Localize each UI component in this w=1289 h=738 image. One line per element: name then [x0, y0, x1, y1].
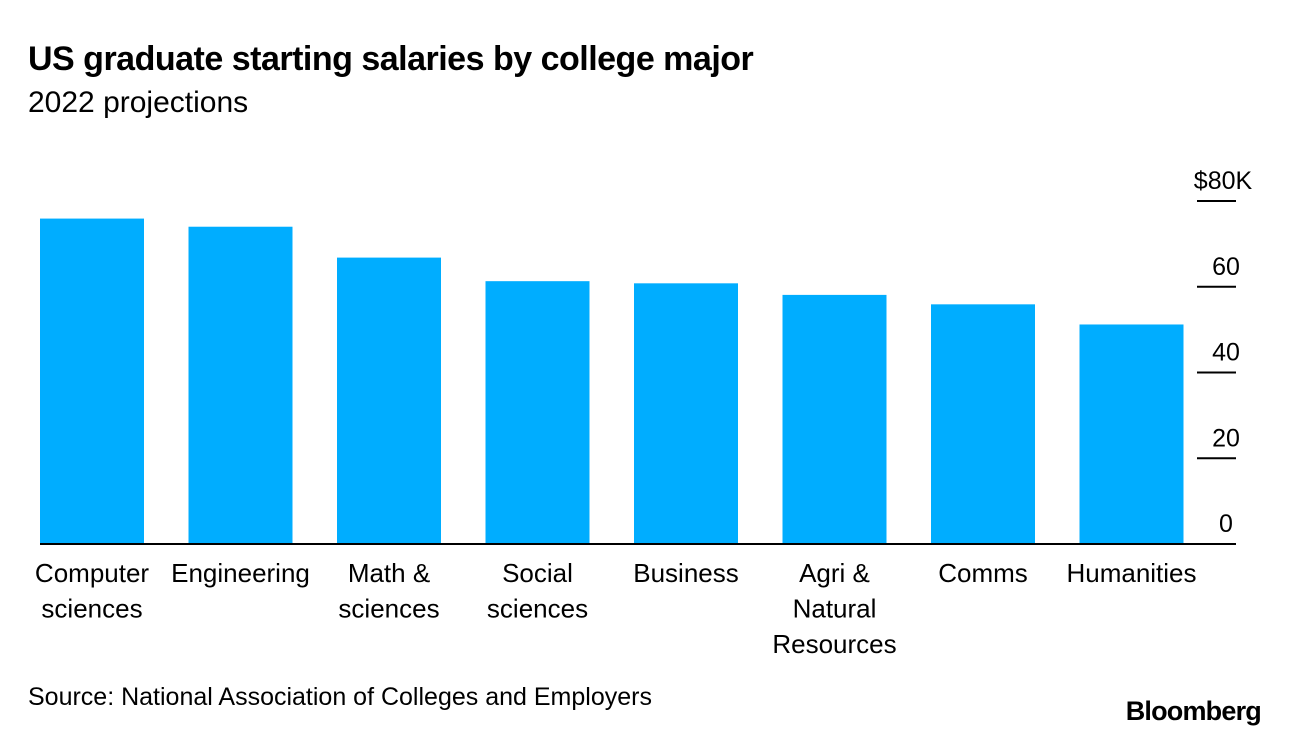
- chart-title: US graduate starting salaries by college…: [28, 40, 754, 78]
- y-tick-label-1: 20: [1212, 424, 1240, 452]
- category-label-6: Comms: [938, 558, 1028, 588]
- y-tick-label-2: 40: [1212, 339, 1240, 367]
- bar-5: [782, 294, 887, 544]
- category-label-7: Humanities: [1066, 558, 1196, 588]
- bar-1: [188, 226, 293, 544]
- category-label-1: Engineering: [171, 558, 310, 588]
- y-tick-label-4: $80K: [1194, 167, 1253, 195]
- category-label-3: Social sciences: [487, 558, 588, 624]
- y-tick-label-0: 0: [1219, 510, 1233, 538]
- chart-subtitle: 2022 projections: [28, 86, 249, 119]
- source-note: Source: National Association of Colleges…: [28, 683, 652, 711]
- bar-2: [337, 257, 441, 544]
- bloomberg-logo: Bloomberg: [1125, 696, 1262, 726]
- bar-7: [1079, 324, 1184, 544]
- category-label-2: Math & sciences: [338, 558, 439, 624]
- category-label-5: Agri & Natural Resources: [772, 558, 896, 659]
- category-label-0: Computer sciences: [35, 558, 149, 624]
- bar-0: [40, 218, 144, 545]
- y-tick-label-3: 60: [1212, 253, 1240, 281]
- bar-6: [931, 304, 1035, 544]
- bar-4: [634, 283, 738, 544]
- category-label-4: Business: [633, 558, 739, 588]
- bar-3: [485, 281, 590, 544]
